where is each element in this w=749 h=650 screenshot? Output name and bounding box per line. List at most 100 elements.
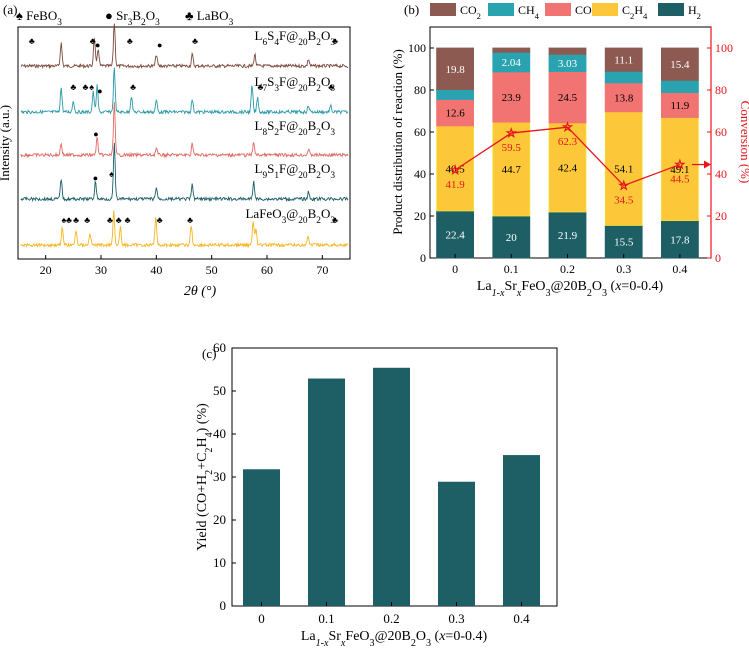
stacked-bar-segment — [661, 79, 699, 93]
product-legend-label: CO2 — [460, 3, 481, 21]
stacked-bar-segment — [492, 121, 531, 217]
yield-x-axis-label: La1-xSrxFeO3@20B2O3 (x=0-0.4) — [301, 629, 488, 649]
product-y-tick-label: 20 — [414, 209, 426, 223]
product-x-tick-label: 0.3 — [616, 262, 631, 276]
product-y-tick-label: 0 — [420, 251, 426, 265]
product-legend-label: H2 — [688, 3, 701, 21]
product-y-tick-label: 80 — [414, 83, 426, 97]
xrd-phase-marker: ♣ — [29, 36, 35, 46]
xrd-phase-marker: ♣ — [84, 215, 90, 225]
xrd-phase-marker: ♣ — [70, 82, 76, 92]
xrd-trace — [20, 210, 349, 249]
xrd-phase-marker: ● — [95, 40, 100, 50]
xrd-legend-item: ♣ LaBO3 — [185, 8, 234, 28]
stacked-bar-labels: 22.440.512.619.82044.723.92.0421.942.424… — [445, 55, 690, 249]
conversion-point: ☆ — [450, 163, 461, 177]
stacked-bar-label: 15.5 — [614, 237, 634, 249]
yield-x-tick-label: 0.2 — [383, 611, 399, 626]
xrd-phase-markers: ♣ ♣ ● ♣ ● ♣ ♣♣ ♣ ♠ ● ♣ ♣ ♣●● ♠♠ ♣ ♣ ♣ ♣ ♣ ♣ ♣ ♣ ♣ — [29, 36, 338, 225]
xrd-phase-marker: ♣ — [125, 215, 131, 225]
xrd-phase-marker: ♣ — [157, 215, 163, 225]
yield-y-tick-label: 0 — [220, 598, 227, 613]
yield-y-tick-label: 30 — [213, 469, 226, 484]
conversion-y-tick-label: 100 — [715, 41, 733, 55]
product-x-tick-label: 0 — [452, 262, 458, 276]
stacked-bar-label: 49.1 — [670, 164, 689, 176]
yield-y-ticks: 0 10 20 30 40 50 60 — [213, 340, 236, 613]
panel-label-c: (c) — [202, 346, 216, 361]
stacked-bar-label: 17.8 — [670, 234, 690, 246]
xrd-phase-marker: ● — [93, 129, 98, 139]
conversion-y-tick-label: 80 — [715, 83, 727, 97]
stacked-bar-segment — [604, 47, 643, 72]
stacked-bar-segment — [604, 111, 643, 226]
product-y-tick-label: 40 — [414, 167, 426, 181]
product-legend-swatch — [488, 3, 514, 16]
xrd-phase-marker: ♣ — [332, 36, 338, 46]
xrd-phase-marker: ● — [93, 173, 98, 183]
product-legend-swatch — [430, 3, 456, 16]
stacked-bar-label: 22.4 — [445, 229, 465, 241]
product-x-axis-label: La1-xSrxFeO3@20B2O3 (x=0-0.4) — [477, 279, 664, 299]
product-legend: CO2 CH4 CO C2H4 H2 — [430, 3, 701, 21]
yield-y-tick-label: 40 — [213, 426, 226, 441]
xrd-x-tick-label: 70 — [316, 263, 328, 277]
xrd-phase-marker: ♣ — [90, 36, 96, 46]
yield-y-axis-label: Yield (CO+H2+C2H4) (%) — [195, 403, 215, 551]
panel-label-a: (a) — [3, 2, 17, 17]
conversion-y-tick-label: 40 — [715, 167, 727, 181]
xrd-phase-marker: ♣ — [127, 36, 133, 46]
conversion-label: 44.5 — [670, 174, 690, 186]
conversion-line — [454, 126, 681, 187]
stacked-bar-segment — [661, 47, 699, 81]
product-legend-swatch — [592, 3, 618, 16]
product-y-ticks: 0 20 40 60 80 100 — [408, 41, 434, 265]
yield-panel: (c) 0 10 20 30 40 50 60 0 0.1 0.2 0.3 0.4 Yield (C… — [195, 340, 558, 649]
conversion-y-tick-label: 60 — [715, 125, 727, 139]
stacked-bars — [436, 47, 699, 259]
yield-x-tick-label: 0.1 — [318, 611, 334, 626]
xrd-phase-marker: ♣ — [107, 215, 113, 225]
xrd-trace — [20, 23, 349, 70]
conversion-y-ticks: 0 20 40 60 80 100 — [707, 27, 733, 265]
yield-bar — [438, 481, 475, 606]
stacked-bar-segment — [436, 89, 475, 100]
xrd-sample-names: L6S4F@20B2O3 L7S3F@20B2O3 L8S2F@20B2O3 L9S1… — [245, 28, 335, 226]
stacked-bar-segment — [604, 225, 643, 259]
product-x-tick-label: 0.1 — [504, 262, 519, 276]
stacked-bar-segment — [548, 211, 587, 259]
stacked-bar-label: 42.4 — [558, 162, 578, 174]
conversion-point: ☆ — [618, 179, 629, 193]
stacked-bar-label: 11.9 — [670, 100, 689, 112]
conversion-label: 59.5 — [502, 142, 522, 154]
xrd-trace — [20, 67, 349, 116]
conversion-label: 34.5 — [614, 195, 634, 207]
product-x-tick-label: 0.2 — [560, 262, 575, 276]
stacked-bar-label: 23.9 — [502, 92, 522, 104]
stacked-bar-segment — [436, 47, 475, 90]
xrd-phase-marker: ♣ — [328, 82, 334, 92]
stacked-bar-label: 11.1 — [614, 55, 633, 67]
yield-x-ticks: 0 0.1 0.2 0.3 0.4 — [258, 602, 530, 626]
product-y-tick-label: 100 — [408, 41, 426, 55]
stacked-bar-segment — [492, 47, 531, 53]
conversion-y-tick-label: 20 — [715, 209, 727, 223]
stacked-bar-segment — [604, 70, 643, 84]
xrd-phase-marker: ♣ — [83, 82, 89, 92]
conversion-arrowhead — [704, 160, 711, 169]
xrd-legend: ♠ FeBO3 ● Sr3B2O3 ♣ LaBO3 — [16, 8, 234, 28]
xrd-x-tick-label: 50 — [206, 263, 218, 277]
product-x-tick-label: 0.4 — [672, 262, 687, 276]
stacked-bar-label: 15.4 — [670, 59, 690, 71]
xrd-phase-marker: ♠ — [62, 215, 67, 225]
xrd-x-tick-label: 30 — [95, 263, 107, 277]
xrd-phase-marker: ♣ — [116, 215, 122, 225]
yield-x-tick-label: 0 — [258, 611, 265, 626]
product-legend-swatch — [545, 3, 571, 16]
conversion-point: ☆ — [675, 158, 686, 172]
stacked-bar-label: 54.1 — [614, 164, 633, 176]
stacked-bar-label: 19.8 — [445, 64, 465, 76]
xrd-phase-marker: ♠ — [109, 169, 114, 179]
xrd-trace — [20, 102, 349, 159]
xrd-plot-frame — [17, 26, 351, 260]
